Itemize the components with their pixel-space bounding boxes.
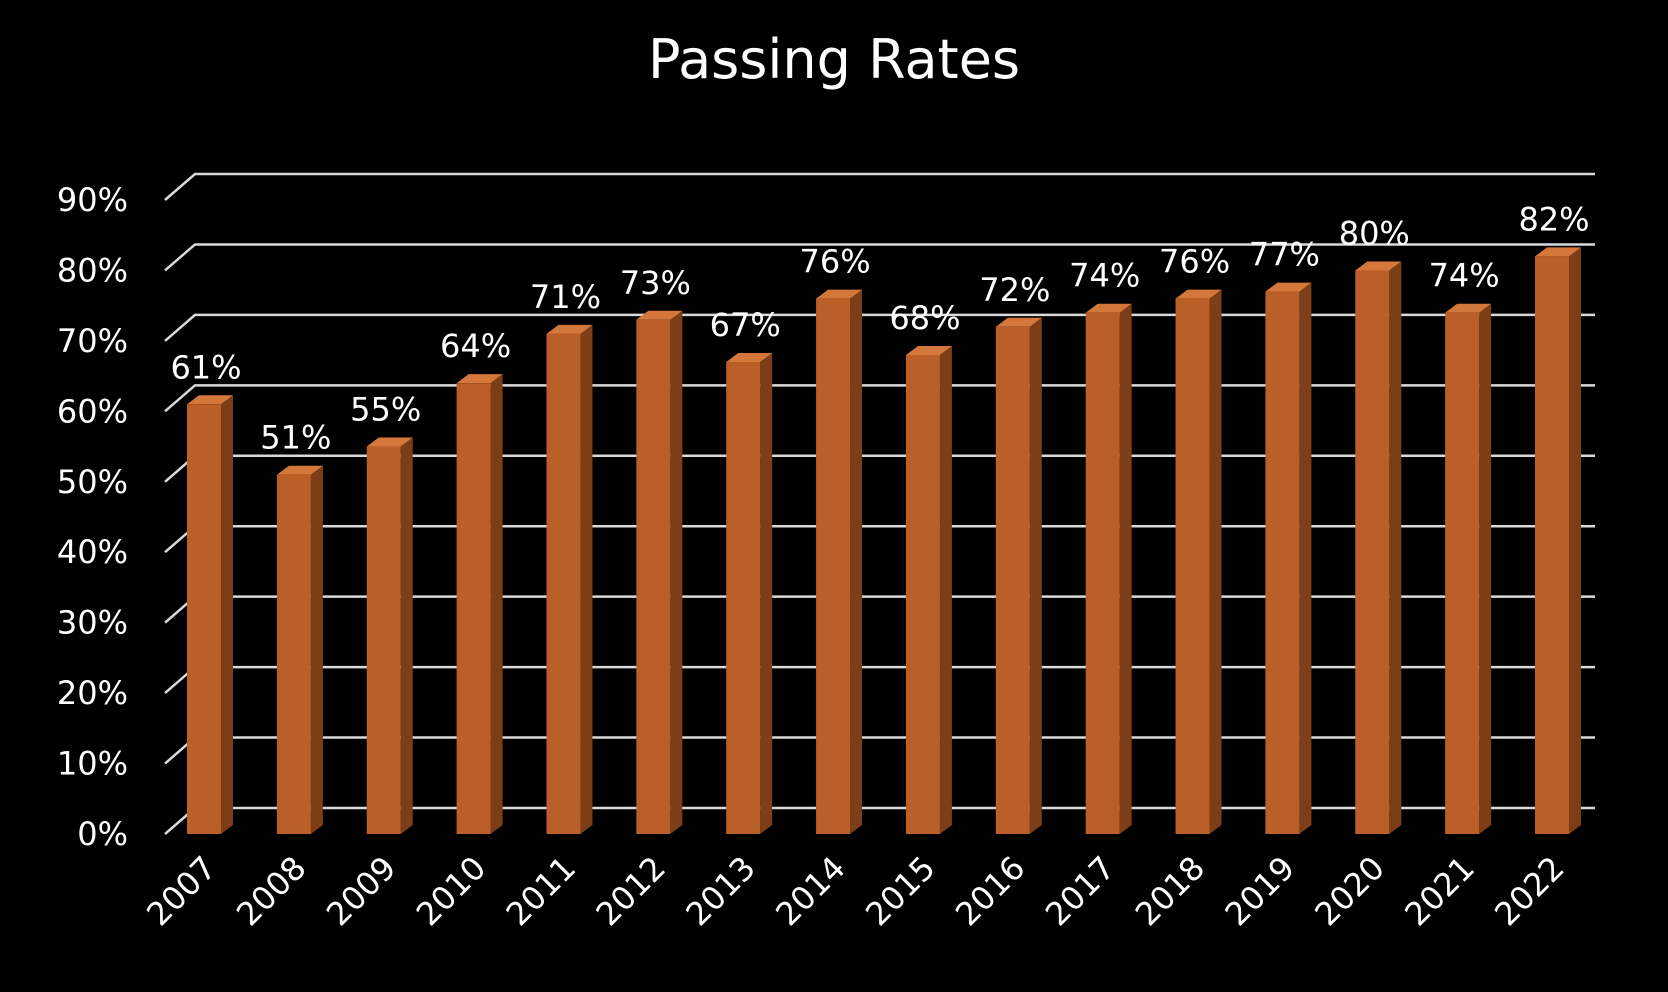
y-tick-label: 90% [57, 181, 128, 219]
data-label: 67% [710, 306, 781, 344]
bar-top [276, 465, 323, 475]
x-tick-label: 2007 [139, 849, 223, 933]
bar-side [580, 324, 593, 834]
x-tick-label: 2010 [409, 849, 493, 933]
bar-top [1535, 247, 1581, 257]
x-tick-label: 2019 [1218, 849, 1302, 933]
data-label: 55% [350, 391, 421, 429]
bar [1445, 312, 1480, 834]
chart-title: Passing Rates [647, 28, 1021, 91]
bar [1535, 256, 1569, 834]
data-label: 77% [1249, 236, 1320, 274]
bar-top [726, 353, 773, 363]
bar-top [636, 310, 683, 320]
bar-top [1265, 282, 1312, 292]
data-label: 51% [260, 419, 331, 457]
x-tick-label: 2021 [1397, 849, 1481, 933]
x-tick-label: 2012 [589, 849, 673, 933]
bar-top [1085, 303, 1132, 313]
data-label: 74% [1069, 257, 1140, 295]
y-tick-label: 20% [57, 674, 128, 712]
bar-top [366, 437, 413, 447]
bar-top [1355, 261, 1402, 271]
bar-top [1175, 289, 1222, 299]
bar [995, 326, 1030, 834]
bar [187, 404, 221, 834]
bar [546, 333, 581, 834]
x-tick-label: 2008 [229, 849, 313, 933]
y-tick-label: 50% [57, 463, 128, 501]
x-tick-label: 2013 [678, 849, 762, 933]
bar-top [816, 289, 863, 299]
bar [1085, 312, 1120, 834]
bar-top [456, 374, 503, 384]
bar-side [1299, 282, 1312, 835]
bar-side [939, 345, 952, 834]
data-label: 73% [620, 264, 691, 302]
bar-side [400, 437, 413, 834]
x-tick-label: 2022 [1487, 849, 1571, 933]
bar [636, 319, 671, 834]
bar [1355, 270, 1390, 834]
x-tick-label: 2015 [858, 849, 942, 933]
data-labels: 61% 51% 55% 64% 71% 73% 67% 76% 68% 72% 74% 76% 77% 8… [170, 200, 1589, 456]
bar-top [995, 317, 1042, 327]
data-label: 80% [1339, 214, 1410, 252]
bar-side [1119, 303, 1132, 834]
data-label: 68% [889, 299, 960, 337]
x-axis-ticks: 2007 2008 2009 2010 2011 2012 2013 2014 2015 2016… [139, 849, 1571, 933]
y-tick-label: 40% [57, 533, 128, 571]
bars [187, 247, 1581, 835]
bar [726, 362, 761, 834]
bar-side [490, 374, 503, 834]
x-tick-label: 2018 [1128, 849, 1212, 933]
data-label: 76% [800, 243, 871, 281]
bar-side [1389, 261, 1402, 834]
bar-side [850, 289, 863, 835]
y-tick-label: 0% [77, 815, 128, 853]
bar-top [546, 324, 593, 334]
x-tick-label: 2014 [768, 849, 852, 933]
x-tick-label: 2020 [1307, 849, 1391, 933]
bar-top [1445, 303, 1492, 313]
data-label: 71% [530, 278, 601, 316]
bar-side [760, 353, 773, 834]
bar [456, 383, 491, 834]
bar-side [670, 310, 683, 834]
data-label: 74% [1429, 257, 1500, 295]
bar [816, 298, 851, 835]
data-label: 82% [1518, 200, 1589, 238]
data-label: 61% [170, 348, 241, 386]
bar-side [1209, 289, 1222, 835]
bar-side [1479, 303, 1492, 834]
x-tick-label: 2016 [948, 849, 1032, 933]
bar [366, 446, 401, 834]
x-tick-label: 2017 [1038, 849, 1122, 933]
bar-side [221, 395, 233, 834]
y-tick-label: 70% [57, 322, 128, 360]
bar-top [905, 345, 952, 355]
data-label: 72% [979, 271, 1050, 309]
data-label: 76% [1159, 243, 1230, 281]
gridline [164, 243, 1595, 272]
gridline [164, 172, 1595, 201]
y-axis-ticks: 0% 10% 20% 30% 40% 50% 60% 70% 80% 90% [57, 181, 128, 853]
bar [1175, 298, 1210, 835]
x-tick-label: 2011 [499, 849, 583, 933]
x-tick-label: 2009 [319, 849, 403, 933]
data-label: 64% [440, 327, 511, 365]
bar [276, 474, 311, 834]
y-tick-label: 10% [57, 745, 128, 783]
y-tick-label: 60% [57, 392, 128, 430]
bar [905, 354, 940, 834]
bar-side [1569, 247, 1581, 834]
bar-side [310, 465, 323, 834]
bar-top [187, 395, 233, 405]
y-tick-label: 80% [57, 251, 128, 289]
y-tick-label: 30% [57, 604, 128, 642]
bar [1265, 291, 1300, 835]
bar-side [1029, 317, 1042, 834]
